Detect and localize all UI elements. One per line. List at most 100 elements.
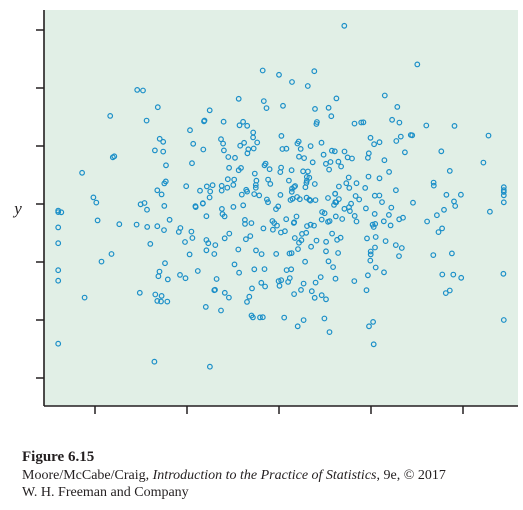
data-point [335, 158, 342, 165]
data-point [307, 143, 314, 150]
data-point [323, 160, 329, 167]
data-point [252, 184, 259, 191]
data-point [187, 127, 193, 134]
data-point [270, 226, 276, 233]
data-point [108, 251, 115, 257]
data-point [291, 291, 298, 298]
data-point [311, 181, 318, 187]
data-point [398, 245, 405, 251]
data-point [367, 251, 374, 258]
data-point [441, 206, 447, 213]
data-point [300, 317, 307, 324]
data-point [192, 203, 199, 210]
figure-caption: Figure 6.15 Moore/McCabe/Craig, Introduc… [22, 448, 522, 501]
data-point [140, 87, 146, 94]
data-point [248, 220, 255, 227]
data-point [271, 220, 278, 227]
data-point [288, 266, 295, 273]
data-point [346, 184, 353, 191]
data-point [188, 228, 195, 235]
data-point [381, 157, 388, 164]
data-point [348, 200, 355, 207]
data-point [394, 103, 401, 110]
data-point [55, 209, 62, 216]
data-point [143, 117, 150, 124]
data-point [442, 290, 449, 297]
data-point [278, 132, 285, 139]
data-point [244, 299, 250, 305]
data-point [219, 211, 226, 218]
x-axis-ticks [94, 406, 464, 414]
data-point [304, 83, 311, 89]
data-point [203, 183, 210, 190]
data-point [341, 148, 348, 155]
data-point [256, 192, 263, 199]
x-axis-label: x [277, 422, 286, 425]
data-point [389, 116, 396, 123]
data-point [430, 252, 437, 259]
data-point [326, 218, 333, 225]
data-point [220, 147, 227, 154]
data-point [387, 222, 394, 229]
data-point [182, 239, 188, 245]
data-point [251, 266, 258, 273]
data-point [339, 216, 346, 222]
data-point [147, 240, 154, 247]
data-point [313, 121, 320, 127]
data-point [381, 269, 387, 276]
data-point [93, 199, 100, 206]
data-point [341, 22, 348, 29]
data-point [293, 213, 300, 220]
data-point [242, 236, 249, 243]
data-point [365, 173, 372, 180]
data-point [353, 180, 360, 187]
caption-edition: , 9e, © 2017 [376, 468, 446, 483]
data-point [281, 314, 288, 321]
data-point [500, 199, 507, 206]
data-point [329, 147, 335, 154]
data-point [298, 287, 304, 293]
data-point [311, 222, 317, 229]
data-point [253, 247, 259, 254]
data-point [225, 294, 232, 301]
y-axis-label: y [12, 199, 22, 218]
data-point [231, 261, 238, 268]
data-point [81, 294, 88, 301]
data-point [144, 206, 150, 213]
data-point [203, 213, 210, 220]
data-point [79, 169, 85, 176]
data-point [393, 187, 399, 194]
data-point [443, 191, 450, 198]
data-point [240, 118, 247, 125]
data-point [55, 277, 62, 284]
data-point [206, 194, 213, 201]
data-point [151, 147, 158, 154]
data-point [154, 298, 161, 304]
data-point [201, 118, 207, 125]
data-point [244, 122, 251, 129]
data-point [296, 153, 302, 160]
data-point [212, 242, 219, 249]
data-point [258, 279, 265, 286]
data-point [371, 192, 378, 199]
data-point [231, 176, 238, 183]
data-point [376, 175, 383, 182]
data-point [265, 199, 271, 206]
data-point [329, 230, 336, 237]
data-point [212, 286, 218, 293]
data-point [381, 92, 388, 99]
data-point [424, 218, 431, 225]
data-point [55, 224, 62, 231]
data-point [226, 164, 233, 171]
data-point [372, 234, 379, 240]
data-point [158, 298, 164, 305]
data-point [249, 285, 255, 292]
data-point [307, 221, 314, 228]
data-point [351, 120, 358, 127]
data-point [151, 358, 158, 365]
data-point [363, 205, 369, 212]
data-point [500, 270, 507, 277]
data-point [286, 177, 292, 184]
data-point [352, 193, 359, 199]
data-point [485, 132, 492, 139]
